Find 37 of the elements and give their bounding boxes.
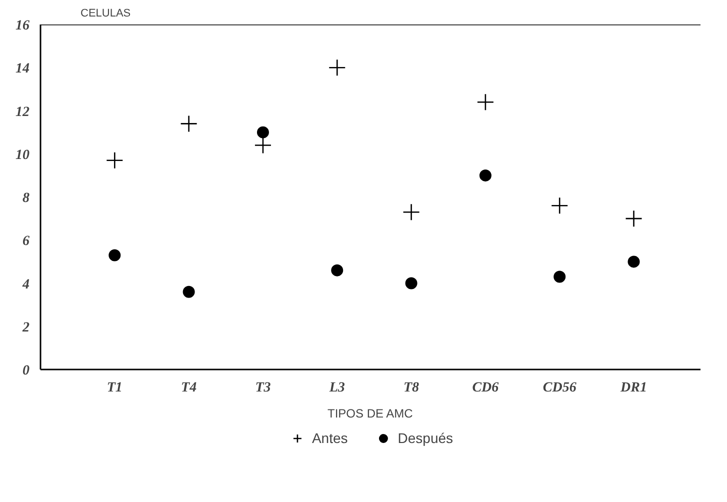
y-tick-label: 16 — [16, 18, 30, 34]
y-tick-label: 12 — [16, 104, 30, 120]
point — [554, 270, 566, 283]
point — [476, 93, 494, 111]
x-tick-label: DR1 — [620, 380, 647, 396]
x-tick-label: T4 — [181, 380, 197, 396]
point — [108, 249, 121, 262]
point — [405, 277, 418, 290]
y-tick-label: 14 — [16, 62, 30, 77]
point — [625, 210, 642, 228]
x-tick-label: T8 — [404, 380, 420, 396]
legend-label: Antes — [312, 430, 348, 446]
x-tick-label: T3 — [255, 380, 271, 396]
x-axis-title: TIPOS DE AMC — [327, 406, 414, 420]
point — [106, 152, 124, 169]
point — [182, 286, 195, 298]
x-tick-label: T1 — [106, 380, 122, 396]
point — [550, 196, 568, 214]
y-tick-label: 2 — [22, 320, 30, 336]
y-tick-label: 6 — [22, 234, 30, 250]
y-tick-label: 8 — [22, 191, 30, 206]
point — [628, 256, 640, 268]
y-tick-label: 10 — [16, 148, 30, 163]
point — [254, 136, 272, 154]
point — [402, 203, 420, 221]
x-tick-label: CD56 — [542, 380, 576, 396]
point — [180, 115, 198, 132]
y-tick-label: 0 — [22, 364, 30, 378]
y-axis-title: CELULAS — [80, 8, 131, 20]
point — [328, 58, 346, 76]
x-tick-label: L3 — [328, 380, 345, 396]
x-tick-label: CD6 — [472, 380, 499, 396]
point — [479, 169, 492, 182]
point — [256, 126, 269, 138]
y-tick-label: 4 — [22, 277, 30, 292]
point — [331, 264, 344, 276]
legend-label: Después — [398, 430, 454, 446]
